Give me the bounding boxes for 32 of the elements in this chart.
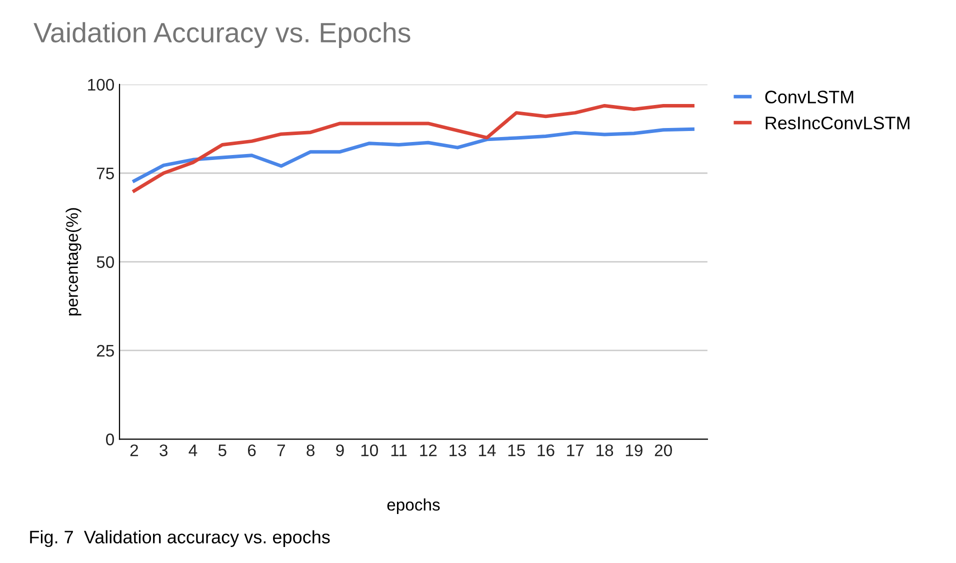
x-tick-label: 20 [654, 444, 672, 456]
y-tick-label: 0 [106, 434, 114, 446]
x-tick-label: 10 [361, 444, 378, 456]
chart-title: Vaidation Accuracy vs. Epochs [34, 22, 410, 48]
y-tick-label: 25 [96, 344, 114, 357]
legend-label: ConvLSTM [765, 90, 854, 104]
x-tick-label: 4 [188, 444, 198, 456]
x-tick-label: 3 [160, 444, 168, 456]
x-tick-label: 18 [596, 444, 614, 456]
x-tick-label: 14 [478, 444, 496, 456]
x-tick-label: 19 [626, 444, 642, 456]
y-tick-label: 75 [96, 168, 114, 180]
x-tick-label: 15 [508, 444, 525, 456]
legend-label: ResIncConvLSTM [766, 116, 910, 130]
x-tick-label: 7 [277, 444, 285, 456]
line-series [132, 127, 694, 183]
x-tick-label: 12 [420, 444, 437, 456]
x-tick-label: 11 [391, 444, 407, 456]
y-axis-title: percentage(%) [66, 208, 82, 316]
y-tick-label: 50 [96, 256, 114, 268]
y-tick-label: 100 [88, 78, 114, 91]
x-tick-label: 6 [248, 444, 256, 456]
line-series [132, 104, 694, 193]
caption: Fig. 7 Validation accuracy vs. epochs [30, 530, 330, 548]
x-tick-label: 9 [336, 444, 344, 456]
x-tick-label: 16 [538, 444, 554, 456]
x-tick-label: 17 [567, 444, 584, 456]
x-tick-label: 5 [218, 444, 226, 456]
x-axis-title: epochs [387, 498, 440, 514]
x-tick-label: 8 [306, 444, 314, 456]
x-tick-label: 13 [450, 444, 466, 456]
x-tick-label: 2 [130, 444, 138, 456]
